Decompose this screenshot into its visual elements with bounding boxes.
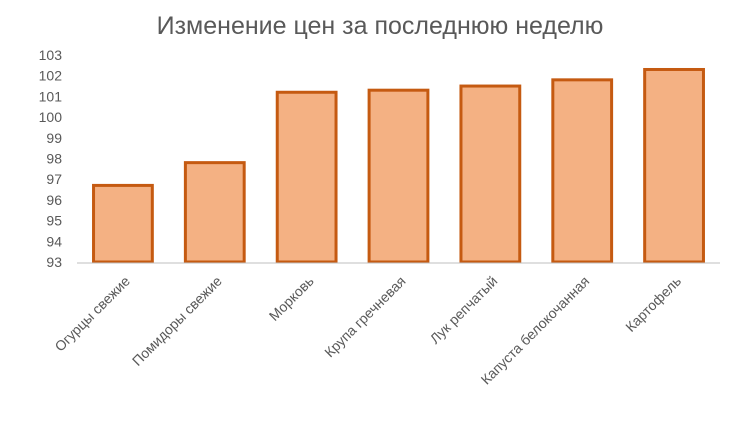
y-tick-label: 95 [46, 213, 62, 229]
bar [643, 67, 705, 264]
y-tick-label: 103 [39, 47, 63, 63]
y-tick-label: 93 [46, 254, 62, 270]
x-category-label: Капуста белокочанная [478, 273, 593, 388]
y-tick-label: 96 [46, 192, 62, 208]
bar [551, 78, 614, 264]
y-tick-label: 101 [39, 88, 63, 104]
y-tick-label: 99 [46, 130, 62, 146]
x-category-label: Картофель [622, 273, 684, 335]
x-category-label: Морковь [266, 273, 317, 324]
y-tick-label: 98 [46, 151, 62, 167]
y-axis-ticks: 93 94 95 96 97 98 99 100 101 102 103 [39, 47, 63, 270]
y-tick-label: 94 [46, 233, 62, 249]
bar [183, 161, 246, 264]
bar [459, 84, 522, 264]
x-category-label: Огурцы свежие [51, 273, 133, 355]
y-tick-label: 97 [46, 171, 62, 187]
x-category-label: Крупа гречневая [321, 273, 408, 360]
y-tick-label: 100 [39, 109, 63, 125]
bar [367, 88, 430, 264]
chart-title: Изменение цен за последнюю неделю [157, 12, 604, 40]
x-category-label: Помидоры свежие [129, 273, 225, 369]
bar [275, 90, 338, 264]
y-tick-label: 102 [39, 68, 63, 84]
bars [92, 67, 705, 264]
x-category-label: Лук репчатый [427, 273, 501, 347]
bar [92, 183, 154, 264]
